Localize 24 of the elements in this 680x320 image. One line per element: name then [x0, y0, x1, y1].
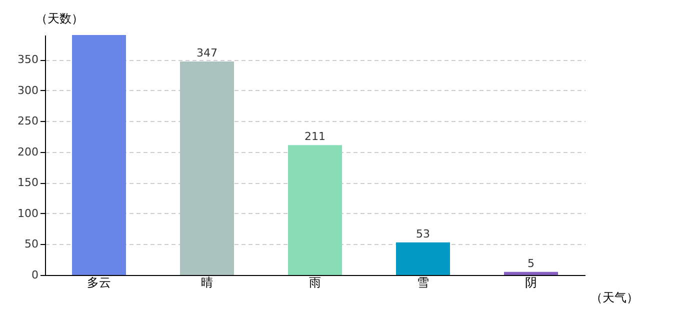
y-tick-label: 100 — [18, 206, 38, 220]
bar — [288, 145, 342, 275]
y-tick-label: 200 — [18, 145, 38, 158]
data-label: 53 — [416, 227, 430, 240]
data-label: 5 — [528, 256, 534, 270]
bar — [180, 61, 234, 275]
bar — [504, 272, 558, 275]
x-tick-label: 阴 — [525, 276, 537, 290]
x-tick-label: 雪 — [417, 276, 429, 290]
x-axis-title: （天气） — [590, 290, 638, 304]
x-tick-label: 雨 — [309, 276, 321, 290]
x-tick-label: 多云 — [87, 276, 111, 290]
bar — [396, 242, 450, 275]
data-label: 211 — [304, 130, 326, 144]
y-axis-title: （天数） — [36, 12, 84, 26]
y-tick-label: 150 — [18, 176, 38, 190]
x-tick-label: 晴 — [201, 276, 213, 290]
y-tick-label: 50 — [24, 238, 38, 251]
bar — [72, 35, 126, 275]
y-tick-label: 300 — [18, 84, 38, 97]
data-label: 347 — [196, 46, 218, 60]
y-tick-label: 250 — [18, 114, 38, 128]
y-tick-label: 0 — [32, 268, 38, 282]
y-tick-label: 350 — [18, 53, 38, 66]
